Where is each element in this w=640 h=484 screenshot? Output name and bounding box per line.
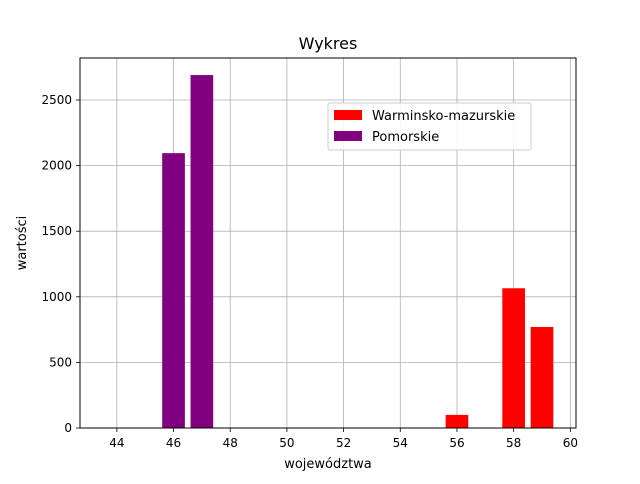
legend: Warminsko-mazurskie Pomorskie bbox=[327, 102, 532, 151]
bar-pomorskie-46 bbox=[162, 153, 185, 428]
bar-pomorskie-47 bbox=[190, 75, 214, 429]
plot-frame bbox=[79, 57, 577, 429]
y-tick-label: 0 bbox=[64, 421, 72, 435]
axis-ticks: 44 46 48 50 52 54 56 58 60 0 500 1000 1500 2000 2500 bbox=[41, 93, 578, 450]
x-tick-label: 50 bbox=[279, 436, 294, 450]
x-axis-label: województwa bbox=[284, 457, 372, 472]
x-tick-label: 46 bbox=[166, 436, 181, 450]
bar-warminsko-mazurskie-56 bbox=[445, 414, 469, 428]
y-tick-label: 2500 bbox=[41, 93, 72, 107]
legend-frame bbox=[327, 102, 532, 151]
x-tick-label: 58 bbox=[506, 436, 521, 450]
x-tick-label: 52 bbox=[336, 436, 351, 450]
x-tick-label: 54 bbox=[393, 436, 408, 450]
y-tick-label: 1000 bbox=[41, 290, 72, 304]
legend-label-warminsko-mazurskie: Warminsko-mazurskie bbox=[372, 109, 515, 124]
legend-label-pomorskie: Pomorskie bbox=[372, 130, 439, 145]
y-axis-label: wartości bbox=[15, 216, 30, 271]
y-tick-label: 500 bbox=[49, 355, 72, 369]
bar-warminsko-mazurskie-58 bbox=[502, 288, 525, 428]
chart-title: Wykres bbox=[299, 34, 358, 53]
x-tick-label: 48 bbox=[223, 436, 238, 450]
x-tick-label: 60 bbox=[563, 436, 578, 450]
bar-warminsko-mazurskie-59 bbox=[530, 326, 554, 428]
x-tick-label: 44 bbox=[109, 436, 124, 450]
legend-swatch-warminsko-mazurskie bbox=[334, 110, 362, 120]
x-tick-label: 56 bbox=[449, 436, 464, 450]
y-tick-label: 2000 bbox=[41, 159, 72, 173]
bars bbox=[162, 75, 554, 429]
legend-swatch-pomorskie bbox=[334, 131, 362, 141]
y-tick-label: 1500 bbox=[41, 224, 72, 238]
